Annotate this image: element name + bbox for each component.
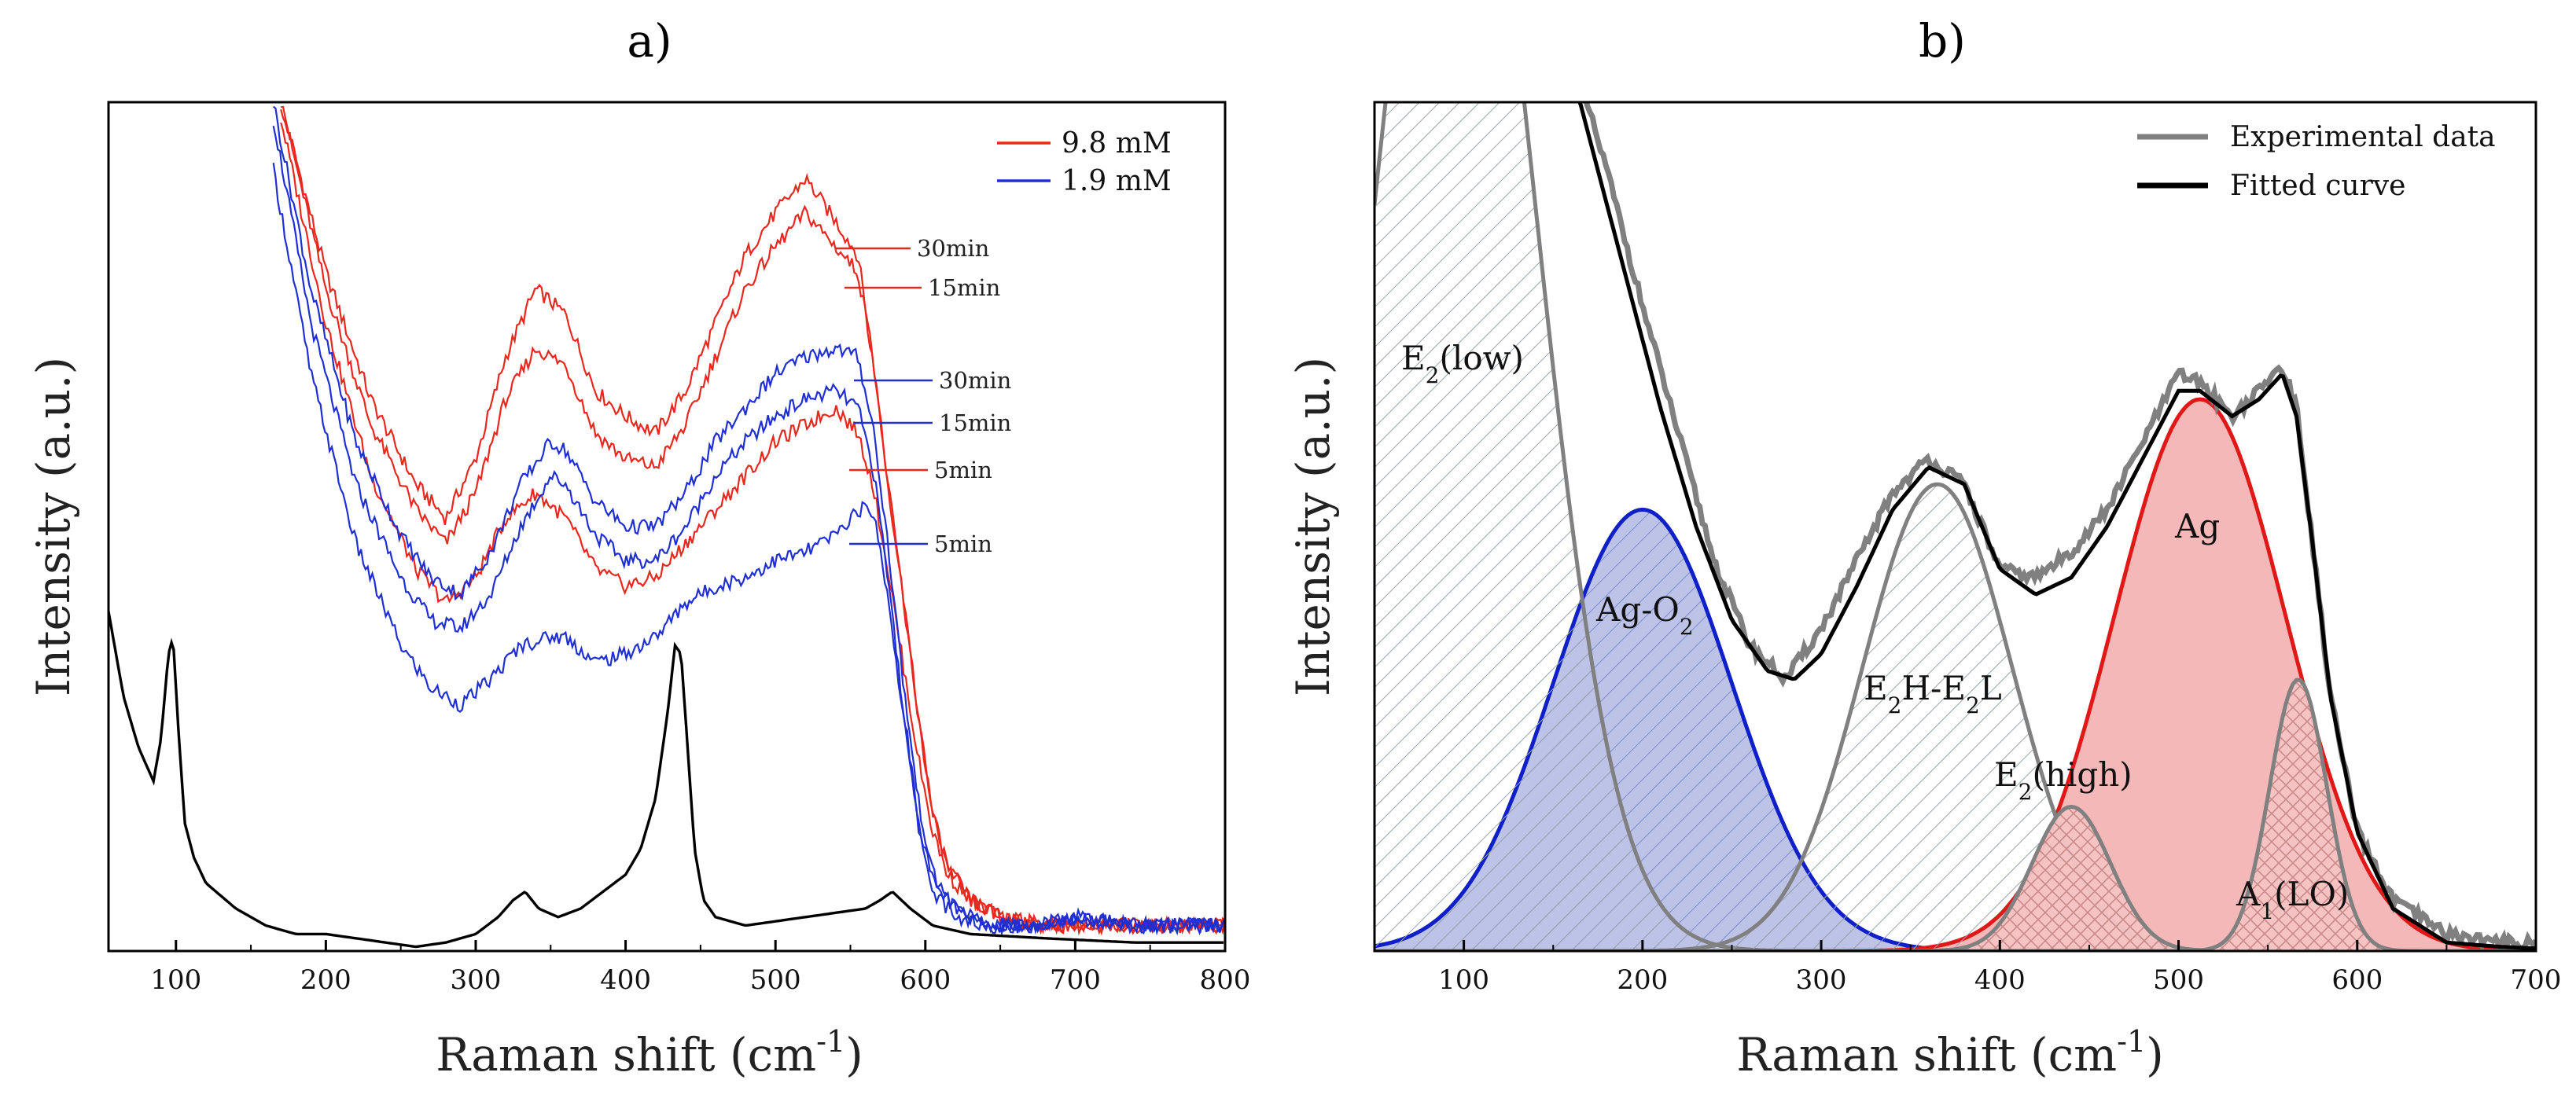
panel-b-x-axis-title-sup: -1: [2117, 1024, 2146, 1059]
series-line-blue-15min: [272, 125, 1225, 936]
series-line-blue-5min: [272, 163, 1225, 936]
panel-b-title: b): [1919, 14, 1966, 68]
series-line-red-5min: [280, 122, 1225, 936]
x-tick-label: 400: [600, 964, 651, 996]
peak-area-E2H-E2L: [1374, 484, 2536, 951]
series-line-red-30min: [281, 105, 1225, 935]
panel-a-x-axis-title: Raman shift (cm-1): [436, 1024, 863, 1081]
x-tick-label: 500: [2153, 964, 2204, 996]
annotation-blue-15min: 15min: [939, 409, 1011, 436]
peak-label-E2(high): E2(high): [1994, 755, 2133, 805]
panel-b-y-axis-title: Intensity (a.u.): [1286, 357, 1340, 696]
series-line-experimental-data: [1584, 102, 2536, 951]
annotation-red-15min: 15min: [928, 274, 1000, 301]
panel-b: b) 100 200 300 400 500 600 700 Intensity (a.u.…: [1286, 14, 2561, 1081]
panel-a-x-axis-title-sup: -1: [816, 1024, 845, 1059]
peak-label-E2(low): E2(low): [1401, 339, 1524, 388]
x-tick-label: 600: [900, 964, 951, 996]
panel-a-x-axis-title-end: ): [845, 1028, 863, 1081]
panel-b-legend: Experimental data Fitted curve: [2137, 121, 2496, 202]
x-tick-label: 600: [2331, 964, 2383, 996]
peak-line-E2(low): [1374, 102, 2536, 951]
annotation-blue-30min: 30min: [939, 367, 1011, 394]
annotation-blue-5min: 5min: [934, 531, 992, 557]
peak-line-E2H-E2L: [1374, 482, 2536, 951]
legend-label: Fitted curve: [2230, 170, 2405, 202]
panel-a-plot-area: [109, 105, 1225, 949]
panel-b-x-axis-title-end: ): [2146, 1028, 2164, 1081]
x-tick-label: 100: [150, 964, 201, 996]
panel-b-x-ticks: 100 200 300 400 500 600 700: [1438, 940, 2561, 996]
legend-label: Experimental data: [2230, 121, 2496, 153]
peak-label-E2H-E2L: E2H-E2L: [1864, 669, 2002, 718]
panel-a-frame: [107, 101, 1227, 953]
panel-a-legend: 9.8 mM 1.9 mM: [997, 127, 1172, 197]
panel-b-x-axis-title: Raman shift (cm-1): [1736, 1024, 2164, 1081]
peak-label-Ag: Ag: [2174, 507, 2220, 545]
x-tick-label: 400: [1974, 964, 2026, 996]
x-tick-label: 700: [1050, 964, 1101, 996]
panel-a-title: a): [627, 14, 672, 68]
x-tick-label: 200: [1617, 964, 1668, 996]
panel-a-annotations: 30min 15min 30min 15min 5min 5min: [835, 235, 1011, 557]
peak-line-A1(LO): [1374, 678, 2536, 951]
peak-label-Ag-O2: Ag-O2: [1595, 590, 1694, 640]
peak-label-A1(LO): A1(LO): [2236, 875, 2349, 924]
annotation-red-5min: 5min: [934, 457, 992, 483]
panel-a-x-axis-title-main: Raman shift (cm: [436, 1028, 816, 1081]
peak-area-Ag: [1374, 399, 2536, 951]
x-tick-label: 300: [451, 964, 502, 996]
panel-b-frame: [1373, 101, 2537, 953]
x-tick-label: 300: [1796, 964, 1847, 996]
series-line-fitted-curve: [1577, 102, 2536, 951]
x-tick-label: 800: [1200, 964, 1251, 996]
legend-label: 9.8 mM: [1062, 127, 1172, 160]
panel-a-x-ticks: 100 200 300 400 500 600 700 800: [150, 940, 1250, 996]
series-line-red-15min: [280, 108, 1225, 936]
panel-a-y-axis-title: Intensity (a.u.): [27, 357, 80, 696]
panel-b-x-axis-title-main: Raman shift (cm: [1736, 1028, 2117, 1081]
x-tick-label: 100: [1438, 964, 1489, 996]
x-tick-label: 200: [300, 964, 351, 996]
x-tick-label: 500: [750, 964, 801, 996]
panel-b-peak-labels: E2(low) Ag-O2 E2H-E2L E2(high) Ag A1(LO): [1401, 339, 2349, 924]
legend-label: 1.9 mM: [1062, 165, 1172, 197]
peak-hatch-Ag-O2: [1374, 509, 2536, 951]
peak-area-A1(LO): [1374, 680, 2536, 951]
panel-a: a) 100 200 300 400 500 600 700 800 Intensity (a…: [27, 14, 1250, 1081]
annotation-red-30min: 30min: [917, 235, 989, 262]
x-tick-label: 700: [2511, 964, 2562, 996]
series-line-black-reference: [109, 611, 1224, 949]
series-line-blue-30min: [273, 105, 1225, 936]
peak-area-E2(low): [1374, 102, 2536, 951]
